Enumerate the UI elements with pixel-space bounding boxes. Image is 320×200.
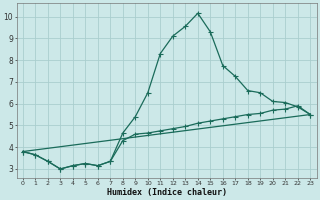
X-axis label: Humidex (Indice chaleur): Humidex (Indice chaleur): [107, 188, 227, 197]
